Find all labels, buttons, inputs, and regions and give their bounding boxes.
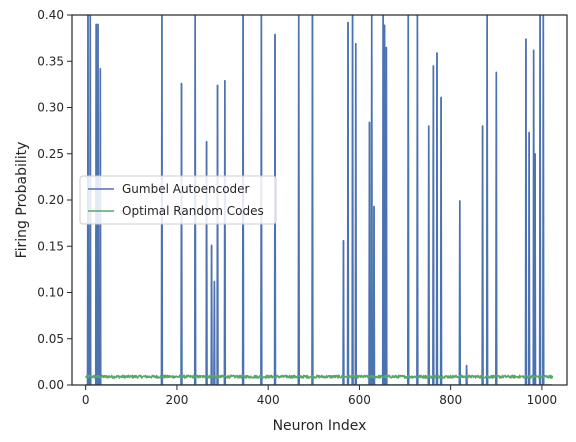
legend-label-optimal-random-codes: Optimal Random Codes: [122, 204, 264, 218]
legend-label-gumbel-autoencoder: Gumbel Autoencoder: [122, 182, 250, 196]
x-tick-label: 600: [348, 393, 371, 407]
x-tick-label: 400: [257, 393, 280, 407]
legend: Gumbel Autoencoder Optimal Random Codes: [79, 175, 277, 225]
y-tick-label: 0.15: [37, 239, 64, 253]
x-tick-label: 1000: [527, 393, 558, 407]
y-axis-ticks: 0.00 0.05 0.10 0.15 0.20 0.25 0.30 0.35 0.40: [37, 8, 72, 392]
y-tick-label: 0.00: [37, 378, 64, 392]
y-axis-label: Firing Probability: [14, 142, 30, 259]
x-tick-label: 800: [439, 393, 462, 407]
y-tick-label: 0.40: [37, 8, 64, 22]
plot-frame: [71, 14, 568, 386]
y-tick-label: 0.20: [37, 193, 64, 207]
x-axis-label: Neuron Index: [273, 418, 367, 434]
y-tick-label: 0.25: [37, 147, 64, 161]
y-tick-label: 0.05: [37, 332, 64, 346]
series-line-optimal-random-codes: [84, 374, 554, 379]
y-tick-label: 0.35: [37, 54, 64, 68]
y-tick-label: 0.30: [37, 101, 64, 115]
x-tick-label: 0: [82, 393, 90, 407]
x-axis-ticks: 0 200 400 600 800 1000: [82, 385, 557, 407]
legend-box: [79, 175, 277, 225]
x-tick-label: 200: [165, 393, 188, 407]
y-tick-label: 0.10: [37, 286, 64, 300]
